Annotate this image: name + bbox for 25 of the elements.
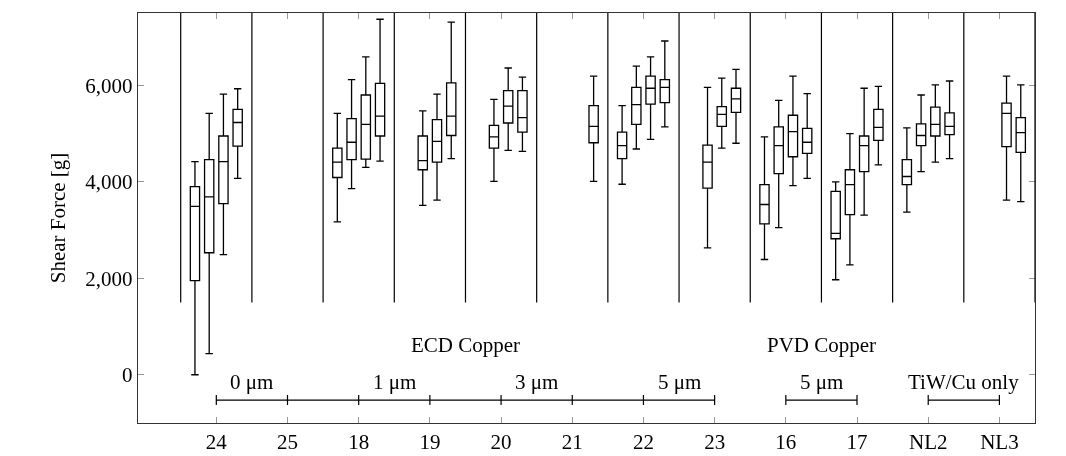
annotation: 0 μm (230, 370, 274, 394)
annotation: 1 μm (373, 370, 417, 394)
x-tick-label: 17 (846, 430, 868, 455)
x-tick-label: NL3 (980, 430, 1019, 455)
x-tick-label: 20 (490, 430, 512, 455)
x-tick-label: 23 (704, 430, 726, 455)
annotation: PVD Copper (767, 333, 877, 357)
annotation: 3 μm (515, 370, 559, 394)
x-tick-label: 24 (205, 430, 228, 455)
x-tick-label: 18 (348, 430, 370, 455)
annotation: 5 μm (658, 370, 702, 394)
annotation: 5 μm (800, 370, 844, 394)
y-tick-label: 6,000 (85, 73, 133, 98)
annotation: ECD Copper (411, 333, 521, 357)
annotation: TiW/Cu only (908, 370, 1020, 394)
x-tick-label: 21 (561, 430, 583, 455)
y-tick-label: 4,000 (85, 170, 133, 195)
x-tick-label: 25 (277, 430, 298, 455)
y-axis-title: Shear Force [g] (45, 152, 70, 284)
y-tick-label: 0 (122, 363, 133, 388)
x-tick-label: 19 (419, 430, 441, 455)
y-tick-label: 2,000 (85, 266, 133, 291)
x-tick-label: 16 (775, 430, 797, 455)
x-tick-label: NL2 (908, 430, 948, 455)
x-tick-label: 22 (632, 430, 654, 455)
